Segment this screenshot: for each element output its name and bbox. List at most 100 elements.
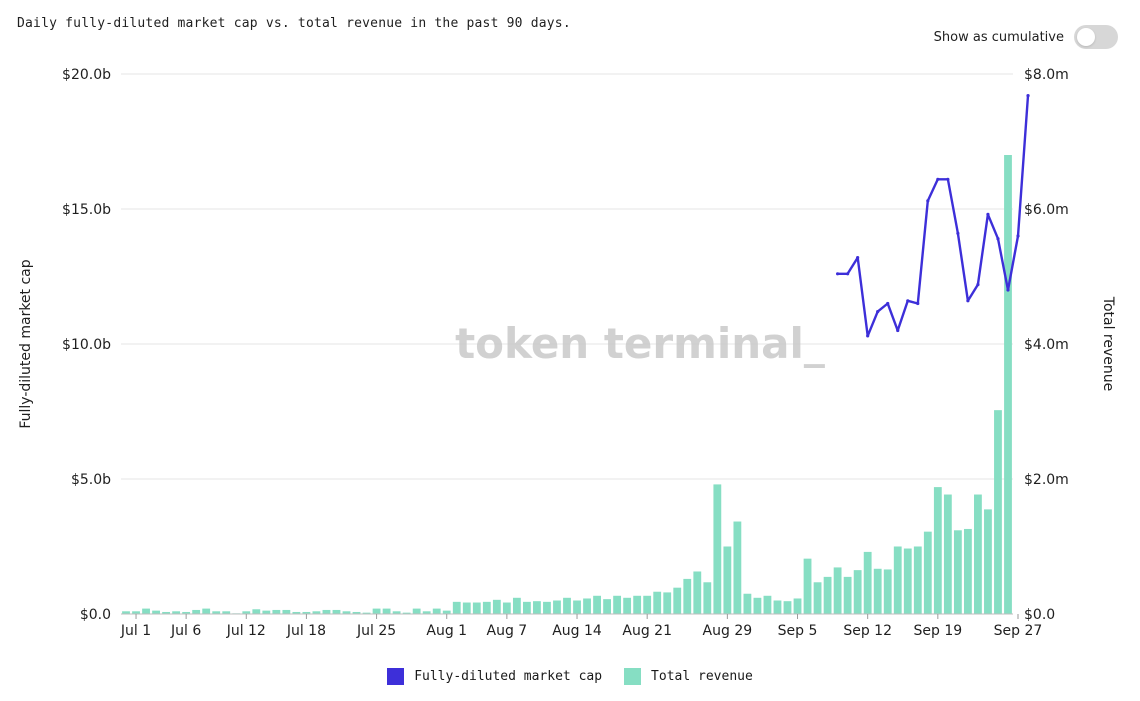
revenue-bar[interactable]: [994, 410, 1002, 614]
revenue-bar[interactable]: [152, 610, 160, 614]
revenue-bar[interactable]: [743, 593, 752, 614]
market-cap-point[interactable]: [906, 299, 910, 303]
revenue-bar[interactable]: [984, 509, 992, 614]
revenue-bar[interactable]: [332, 609, 341, 614]
revenue-bar[interactable]: [773, 600, 782, 615]
revenue-bar[interactable]: [372, 608, 381, 614]
market-cap-point[interactable]: [846, 272, 850, 276]
revenue-bar[interactable]: [142, 608, 150, 614]
revenue-bar[interactable]: [322, 609, 331, 614]
revenue-bar[interactable]: [162, 611, 171, 614]
market-cap-point[interactable]: [876, 310, 880, 314]
revenue-bar[interactable]: [472, 602, 481, 614]
revenue-bar[interactable]: [533, 601, 541, 614]
revenue-bar[interactable]: [252, 609, 261, 614]
revenue-bar[interactable]: [302, 611, 311, 614]
revenue-bar[interactable]: [583, 598, 591, 614]
revenue-bar[interactable]: [432, 608, 441, 614]
market-cap-point[interactable]: [996, 237, 1000, 241]
revenue-bar[interactable]: [382, 608, 391, 614]
revenue-bar[interactable]: [543, 601, 551, 614]
revenue-bar[interactable]: [442, 610, 451, 614]
revenue-bar[interactable]: [623, 597, 632, 614]
revenue-bar[interactable]: [963, 528, 972, 614]
revenue-bar[interactable]: [753, 597, 762, 614]
revenue-bar[interactable]: [663, 592, 672, 614]
revenue-bar[interactable]: [723, 546, 732, 615]
revenue-bar[interactable]: [282, 609, 291, 614]
market-cap-point[interactable]: [916, 301, 920, 306]
market-cap-point[interactable]: [936, 177, 940, 181]
revenue-bar[interactable]: [402, 612, 411, 614]
revenue-bar[interactable]: [212, 611, 221, 614]
revenue-bar[interactable]: [943, 494, 952, 614]
market-cap-point[interactable]: [1016, 234, 1020, 238]
revenue-bar[interactable]: [593, 595, 601, 614]
revenue-bar[interactable]: [873, 568, 882, 614]
revenue-bar[interactable]: [913, 546, 922, 615]
market-cap-point[interactable]: [856, 256, 860, 260]
revenue-bar[interactable]: [843, 576, 852, 614]
revenue-bar[interactable]: [833, 567, 842, 614]
market-cap-point[interactable]: [986, 212, 990, 216]
revenue-bar[interactable]: [482, 601, 491, 614]
revenue-bar[interactable]: [893, 546, 902, 615]
revenue-bar[interactable]: [422, 611, 431, 614]
revenue-bar[interactable]: [823, 576, 832, 614]
revenue-bar[interactable]: [452, 601, 461, 614]
revenue-bar[interactable]: [923, 531, 932, 614]
market-cap-point[interactable]: [956, 231, 960, 235]
legend-item-market-cap[interactable]: Fully-diluted market cap: [387, 668, 602, 685]
market-cap-point[interactable]: [966, 299, 970, 303]
revenue-bar[interactable]: [352, 611, 361, 614]
market-cap-point[interactable]: [976, 283, 980, 287]
revenue-bar[interactable]: [853, 570, 862, 614]
revenue-bar[interactable]: [492, 599, 501, 614]
market-cap-point[interactable]: [836, 272, 840, 276]
cumulative-toggle[interactable]: [1074, 25, 1118, 49]
revenue-bar[interactable]: [803, 558, 812, 614]
market-cap-point[interactable]: [896, 328, 900, 333]
revenue-bar[interactable]: [202, 608, 211, 614]
revenue-bar[interactable]: [132, 611, 140, 614]
revenue-bar[interactable]: [362, 612, 371, 614]
legend-item-revenue[interactable]: Total revenue: [624, 668, 753, 685]
revenue-bar[interactable]: [262, 610, 271, 614]
revenue-bar[interactable]: [222, 611, 231, 614]
market-cap-point[interactable]: [946, 177, 950, 181]
revenue-bar[interactable]: [733, 521, 742, 614]
market-cap-point[interactable]: [866, 334, 870, 338]
revenue-bar[interactable]: [783, 601, 792, 614]
revenue-bar[interactable]: [182, 611, 191, 614]
revenue-bar[interactable]: [863, 551, 872, 614]
revenue-bar[interactable]: [653, 591, 662, 614]
revenue-bar[interactable]: [122, 611, 130, 614]
revenue-bar[interactable]: [523, 601, 531, 614]
revenue-bar[interactable]: [673, 587, 682, 614]
market-cap-point[interactable]: [1006, 288, 1010, 292]
revenue-bar[interactable]: [292, 611, 301, 614]
revenue-bar[interactable]: [1004, 155, 1012, 614]
revenue-bar[interactable]: [974, 494, 982, 614]
revenue-bar[interactable]: [392, 611, 401, 614]
market-cap-series-line[interactable]: [837, 95, 1030, 338]
revenue-bar[interactable]: [683, 578, 692, 614]
revenue-bar[interactable]: [563, 597, 571, 614]
revenue-bar[interactable]: [603, 599, 611, 614]
revenue-bar[interactable]: [172, 611, 181, 614]
revenue-bar[interactable]: [813, 582, 822, 614]
revenue-bar[interactable]: [462, 602, 471, 614]
revenue-bar[interactable]: [502, 602, 511, 614]
revenue-bar[interactable]: [613, 595, 622, 614]
revenue-bar[interactable]: [703, 582, 712, 614]
revenue-bar[interactable]: [412, 608, 421, 614]
revenue-bar[interactable]: [512, 597, 521, 614]
revenue-bar[interactable]: [342, 611, 351, 614]
market-cap-point[interactable]: [886, 301, 890, 306]
revenue-bar[interactable]: [633, 595, 642, 614]
revenue-bar[interactable]: [933, 487, 942, 614]
revenue-bar[interactable]: [553, 600, 561, 615]
revenue-bar[interactable]: [763, 595, 772, 614]
market-cap-point[interactable]: [1026, 94, 1030, 98]
revenue-bar[interactable]: [713, 484, 722, 614]
